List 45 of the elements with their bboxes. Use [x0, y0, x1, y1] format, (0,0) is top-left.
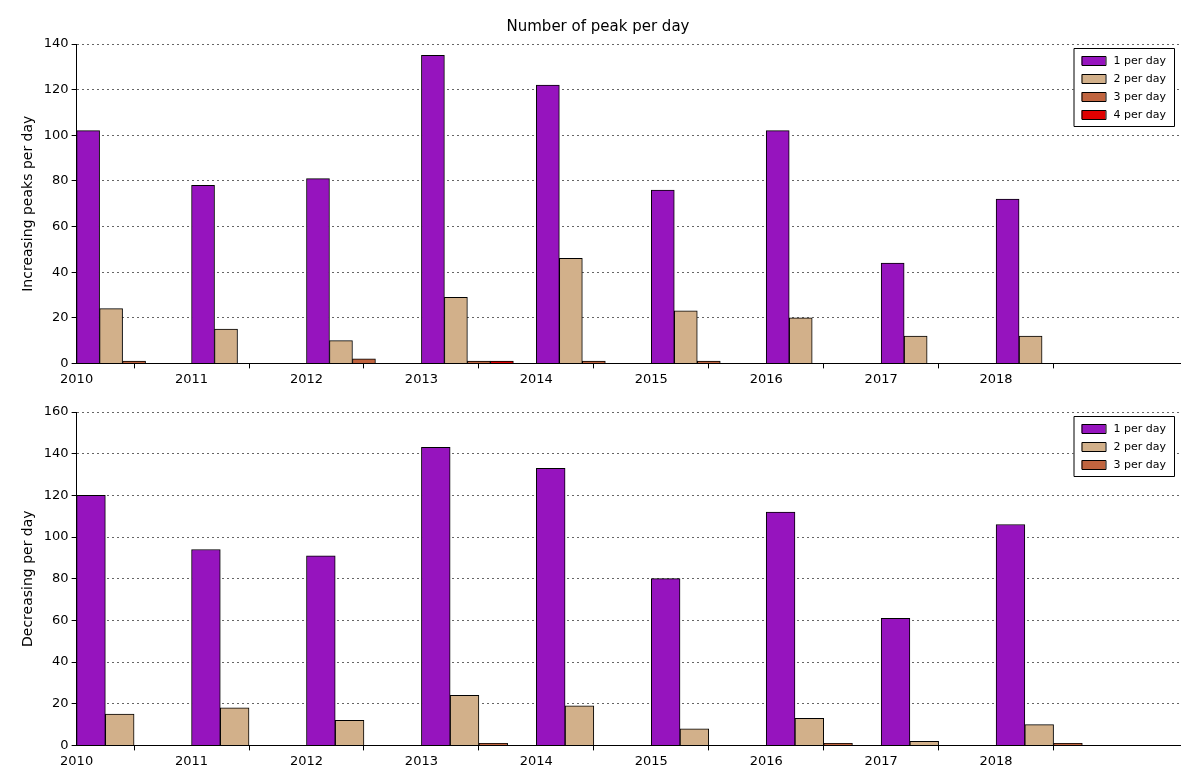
x-tick-label: 2016	[749, 752, 783, 768]
legend-label: 2 per day	[1113, 71, 1167, 85]
chart-title: Number of peak per day	[506, 16, 690, 35]
y-tick-label: 100	[43, 126, 69, 142]
x-tick-label: 2018	[979, 370, 1013, 386]
y-tick-label: 0	[60, 354, 69, 370]
y-tick-label: 60	[52, 611, 69, 627]
x-tick-label: 2012	[289, 370, 324, 386]
y-axis-title: Decreasing per day	[19, 510, 36, 647]
legend-label: 2 per day	[1113, 439, 1167, 453]
y-tick-label: 160	[43, 403, 69, 419]
y-tick-label: 40	[52, 263, 69, 279]
y-tick-label: 120	[43, 81, 69, 96]
legend-label: 1 per day	[1113, 53, 1167, 67]
legend-label: 3 per day	[1113, 89, 1167, 103]
y-tick-label: 140	[43, 445, 69, 461]
y-tick-label: 80	[52, 172, 69, 188]
y-tick-label: 40	[52, 653, 69, 669]
legend-label: 3 per day	[1113, 457, 1167, 471]
x-tick-label: 2010	[60, 370, 94, 386]
x-tick-label: 2011	[175, 752, 209, 768]
y-tick-label: 140	[43, 35, 69, 51]
x-tick-label: 2010	[60, 752, 94, 768]
legend-label: 4 per day	[1113, 107, 1167, 121]
y-axis-title: Increasing peaks per day	[19, 115, 36, 292]
x-tick-label: 2017	[864, 752, 898, 768]
legend-label: 1 per day	[1113, 421, 1167, 435]
y-tick-label: 120	[43, 486, 69, 502]
y-tick-label: 20	[52, 309, 69, 325]
y-tick-label: 0	[60, 736, 69, 752]
y-tick-label: 60	[52, 217, 69, 233]
x-tick-label: 2012	[289, 752, 324, 768]
x-tick-label: 2013	[404, 370, 438, 386]
x-tick-label: 2018	[979, 752, 1013, 768]
x-tick-label: 2017	[864, 370, 898, 386]
y-tick-label: 20	[52, 695, 69, 711]
x-tick-label: 2013	[404, 752, 438, 768]
x-tick-label: 2016	[749, 370, 783, 386]
x-tick-label: 2014	[519, 370, 553, 386]
y-tick-label: 80	[52, 570, 69, 586]
x-tick-label: 2014	[519, 752, 553, 768]
x-tick-label: 2011	[175, 370, 209, 386]
y-tick-label: 100	[43, 528, 69, 544]
x-tick-label: 2015	[634, 370, 668, 386]
x-tick-label: 2015	[634, 752, 668, 768]
